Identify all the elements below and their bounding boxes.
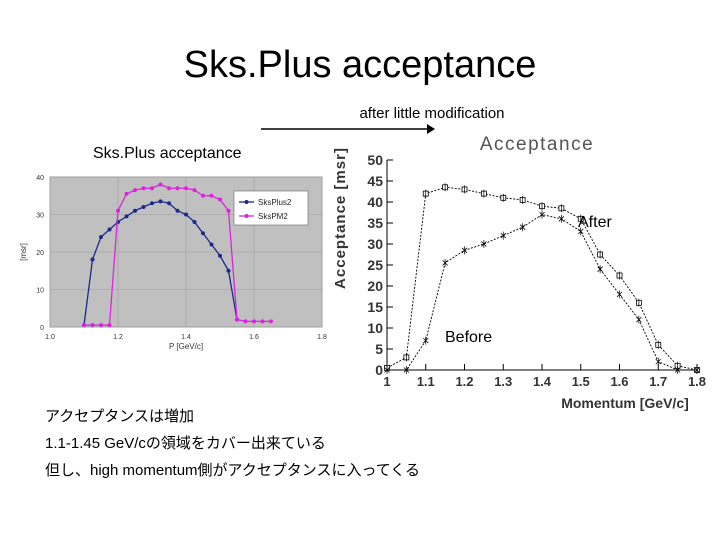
x-tick-label: 1.4: [181, 334, 191, 341]
data-point: [99, 323, 103, 328]
before-label: Before: [445, 329, 493, 346]
x-tick-label: 1.4: [533, 374, 552, 389]
data-point: [235, 317, 239, 322]
legend-marker: [244, 200, 249, 204]
x-axis-label: P [GeV/c]: [169, 342, 203, 351]
y-tick-label: 45: [367, 173, 383, 189]
data-point: [192, 188, 197, 193]
x-tick-label: 1.5: [572, 374, 590, 389]
x-tick-label: 1.6: [610, 374, 628, 389]
y-axis-label: Acceptance [msr]: [332, 147, 349, 289]
series-line: [387, 214, 697, 371]
data-point: [184, 212, 188, 217]
data-point: [269, 319, 273, 324]
y-tick-label: 30: [367, 236, 383, 252]
left-chart-label: Sks.Plus acceptance: [93, 145, 242, 162]
chart-title: Acceptance: [480, 134, 594, 155]
data-point: [201, 193, 205, 198]
after-label: After: [578, 214, 612, 231]
data-point: [116, 208, 120, 213]
data-point: [201, 231, 205, 236]
data-point: [90, 257, 95, 262]
data-point: [107, 227, 112, 232]
data-point: [243, 319, 248, 324]
slide-title: Sks.Plus acceptance: [183, 44, 537, 86]
data-point: [192, 220, 197, 224]
slide-subtitle: after little modification: [359, 105, 505, 122]
y-tick-label: 0: [375, 362, 383, 378]
right-acceptance-chart: Acceptance 0 5 10 15 20 25 30 35 40 45 50 1 1.1 1.2 1.3…: [332, 134, 706, 411]
left-acceptance-chart: 0 10 20 30 40 1.0 1.2 1.4 1.6 1.8 P [GeV/c] [msr] Sk…: [19, 175, 327, 351]
data-point: [124, 214, 129, 219]
data-point: [141, 205, 146, 209]
y-tick-label: 25: [367, 257, 383, 273]
x-tick-label: 1.7: [649, 374, 667, 389]
x-axis-label: Momentum [GeV/c]: [561, 395, 689, 411]
data-point: [226, 208, 231, 213]
data-point: [107, 323, 112, 328]
data-point: [218, 197, 222, 202]
y-tick-label: 20: [36, 250, 44, 257]
legend-entry: SksPlus2: [258, 198, 292, 207]
x-tick-label: 1.6: [249, 334, 259, 341]
y-axis-label: [msr]: [19, 243, 28, 261]
data-point: [90, 323, 95, 328]
x-tick-label: 1.3: [494, 374, 512, 389]
data-point: [226, 268, 231, 273]
data-point: [209, 193, 214, 198]
x-tick-label: 1.0: [45, 334, 55, 341]
legend-box: [233, 190, 309, 226]
y-tick-label: 5: [375, 341, 383, 357]
data-point: [184, 186, 188, 191]
data-point: [218, 253, 222, 258]
y-tick-label: 0: [40, 325, 44, 332]
x-tick-label: 1.8: [317, 334, 327, 341]
data-point: [175, 186, 180, 191]
legend-entry: SksPM2: [258, 212, 288, 221]
data-point: [158, 182, 163, 187]
y-tick-label: 10: [367, 320, 383, 336]
y-tick-label: 35: [367, 215, 383, 231]
note-coverage-range: 1.1-1.45 GeV/cの領域をカバー出来ている: [45, 435, 326, 452]
data-point: [141, 186, 146, 191]
data-point: [175, 208, 180, 213]
y-tick-label: 30: [36, 213, 44, 220]
data-point: [209, 242, 214, 247]
y-tick-label: 40: [36, 175, 44, 182]
y-tick-label: 40: [367, 194, 383, 210]
y-tick-label: 15: [367, 299, 383, 315]
data-point: [133, 188, 137, 193]
y-tick-label: 10: [36, 288, 44, 295]
data-point: [99, 235, 103, 239]
x-tick-label: 1.8: [688, 374, 706, 389]
data-point: [167, 201, 171, 206]
x-tick-label: 1: [383, 374, 390, 389]
note-high-momentum: 但し、high momentum側がアクセプタンスに入ってくる: [45, 462, 421, 479]
data-point: [124, 191, 129, 196]
note-acceptance-increase: アクセプタンスは増加: [45, 408, 194, 425]
data-point: [252, 319, 256, 324]
x-tick-label: 1.2: [113, 334, 123, 341]
subtitle-arrow: [261, 124, 435, 134]
data-point: [260, 319, 265, 324]
legend-marker: [244, 214, 249, 218]
data-point: [150, 186, 154, 191]
y-tick-label: 20: [367, 278, 383, 294]
data-point: [82, 323, 86, 328]
data-point: [167, 186, 171, 191]
x-tick-label: 1.1: [417, 374, 435, 389]
x-tick-label: 1.2: [455, 374, 473, 389]
data-point: [133, 208, 137, 213]
data-point: [158, 199, 163, 204]
data-point: [150, 201, 154, 206]
y-tick-label: 50: [367, 152, 383, 168]
